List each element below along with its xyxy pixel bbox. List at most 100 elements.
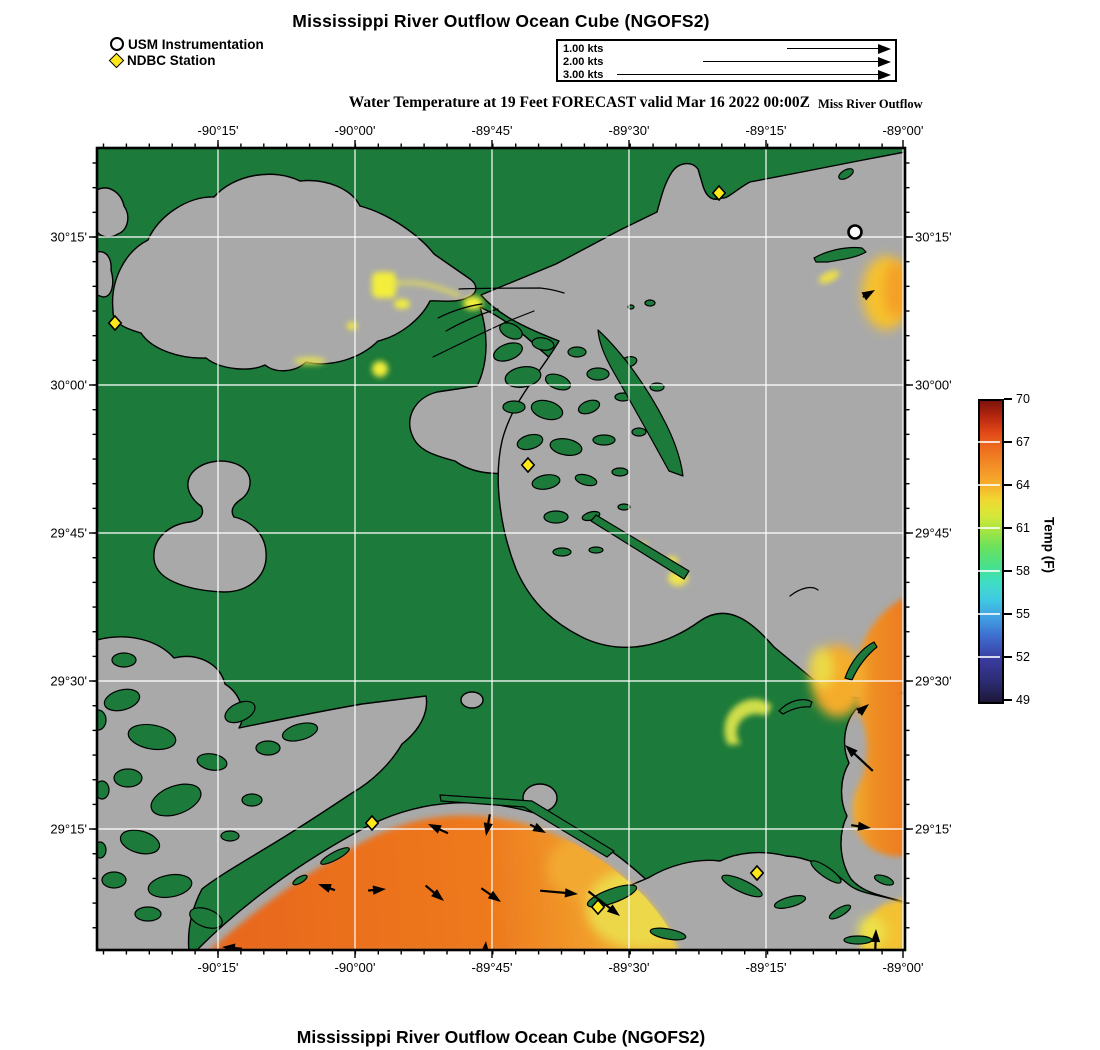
- colorbar-tick: [1004, 656, 1012, 658]
- scale-arrowhead-icon: [878, 56, 891, 67]
- chandeleur-island: [844, 641, 878, 681]
- scale-row-line: [787, 47, 879, 50]
- colorbar-tick: [1004, 441, 1012, 443]
- usm-instrumentation-marker: [847, 224, 863, 240]
- legend: USM Instrumentation NDBC Station: [108, 36, 264, 68]
- current-arrow: [870, 929, 881, 950]
- colorbar-gridline: [978, 484, 1000, 486]
- islands: [97, 168, 895, 945]
- scale-row: 1.00 kts: [563, 42, 891, 55]
- lon-tick-label: -90°00': [335, 960, 376, 975]
- current-arrow: [587, 890, 620, 916]
- forecast-subtitle: Water Temperature at 19 Feet FORECAST va…: [348, 94, 810, 111]
- lat-tick-label: 30°15': [915, 230, 952, 245]
- lon-tick-label: -89°15': [746, 960, 787, 975]
- lon-tick-label: -89°45': [472, 123, 513, 138]
- coast-spit: [439, 794, 615, 858]
- page-title: Mississippi River Outflow Ocean Cube (NG…: [292, 11, 710, 31]
- colorbar-tick: [1004, 398, 1012, 400]
- colorbar-tick-label: 58: [1016, 564, 1030, 578]
- current-arrow: [480, 887, 501, 902]
- colorbar-gridline: [978, 527, 1000, 529]
- lon-tick-label: -90°15': [198, 123, 239, 138]
- lon-tick-label: -89°00': [883, 123, 924, 138]
- current-arrow: [851, 821, 871, 831]
- scale-row-label: 2.00 kts: [563, 55, 604, 68]
- axis-ticks: [89, 140, 913, 958]
- ndbc-station-marker: [711, 184, 727, 202]
- mississippi-sound: [480, 151, 905, 699]
- colorbar-tick-label: 70: [1016, 392, 1030, 406]
- lat-tick-label: 29°45': [915, 526, 952, 541]
- velocity-scale-box: 1.00 kts 2.00 kts 3.00 kts: [556, 39, 897, 82]
- mrgo-spit: [590, 514, 690, 580]
- lat-tick-label: 30°00': [915, 378, 952, 393]
- scale-row-label: 1.00 kts: [563, 42, 604, 55]
- temperature-colorbar: [978, 399, 1004, 704]
- lon-tick-label: -89°00': [883, 960, 924, 975]
- colorbar-tick-label: 55: [1016, 607, 1030, 621]
- legend-usm-label: USM Instrumentation: [128, 36, 264, 52]
- map-frame: [95, 146, 907, 952]
- ndbc-station-marker: [749, 864, 765, 882]
- colorbar-tick: [1004, 570, 1012, 572]
- footer-title: Mississippi River Outflow Ocean Cube (NG…: [296, 1027, 706, 1047]
- lake-pontchartrain: [111, 173, 477, 372]
- scale-row-line: [617, 73, 879, 76]
- colorbar-tick: [1004, 613, 1012, 615]
- colorbar-tick-label: 64: [1016, 478, 1030, 492]
- current-arrow: [480, 941, 490, 950]
- current-arrow: [367, 885, 386, 895]
- current-arrow: [540, 888, 578, 898]
- colorbar-gridline: [978, 570, 1000, 572]
- cat-island: [813, 246, 867, 263]
- dumbbell-lake: [153, 460, 267, 593]
- lon-tick-label: -89°30': [609, 123, 650, 138]
- lat-tick-label: 30°15': [50, 230, 87, 245]
- current-arrow: [845, 745, 874, 772]
- legend-usm-row: USM Instrumentation: [110, 36, 264, 52]
- usm-instrumentation-icon: [110, 37, 124, 51]
- colorbar-tick: [1004, 699, 1012, 701]
- colorbar-tick: [1004, 484, 1012, 486]
- current-arrow: [856, 704, 869, 716]
- ndbc-station-icon: [108, 52, 125, 68]
- current-arrow: [318, 884, 336, 893]
- current-arrow: [483, 814, 493, 836]
- colorbar-gridline: [978, 613, 1000, 615]
- lon-tick-label: -89°30': [609, 960, 650, 975]
- current-arrow: [861, 290, 875, 301]
- legend-ndbc-label: NDBC Station: [127, 52, 216, 68]
- axis-labels: -90°15' -90°15' -90°00' -90°00' -89°45' -89°4…: [50, 123, 951, 975]
- station-markers: [107, 184, 863, 916]
- current-vectors: [222, 290, 881, 950]
- colorbar-gridline: [978, 441, 1000, 443]
- lon-tick-label: -89°15': [746, 123, 787, 138]
- lower-left-marsh: [97, 636, 428, 950]
- scale-arrowhead-icon: [878, 43, 891, 54]
- lat-tick-label: 29°15': [50, 822, 87, 837]
- colorbar-tick-label: 67: [1016, 435, 1030, 449]
- current-arrow: [428, 824, 449, 835]
- scale-row: 2.00 kts: [563, 55, 891, 68]
- legend-ndbc-row: NDBC Station: [108, 52, 264, 68]
- ndbc-station-marker: [520, 456, 536, 474]
- scale-row: 3.00 kts: [563, 68, 891, 81]
- warm-column-east: [852, 597, 905, 857]
- lon-tick-label: -89°45': [472, 960, 513, 975]
- lat-tick-label: 29°45': [50, 526, 87, 541]
- ndbc-station-marker: [590, 898, 606, 916]
- scale-arrowhead-icon: [878, 69, 891, 80]
- colorbar-tick-label: 49: [1016, 693, 1030, 707]
- current-arrow: [529, 822, 546, 833]
- lat-tick-label: 29°15': [915, 822, 952, 837]
- current-arrow: [222, 943, 243, 950]
- lat-tick-label: 30°00': [50, 378, 87, 393]
- subtitle-note: Miss River Outflow: [818, 97, 923, 111]
- colorbar-gridline: [978, 656, 1000, 658]
- marsh-band: [597, 329, 684, 477]
- lon-tick-label: -90°00': [335, 123, 376, 138]
- scale-row-line: [703, 60, 879, 63]
- lat-tick-label: 29°30': [915, 674, 952, 689]
